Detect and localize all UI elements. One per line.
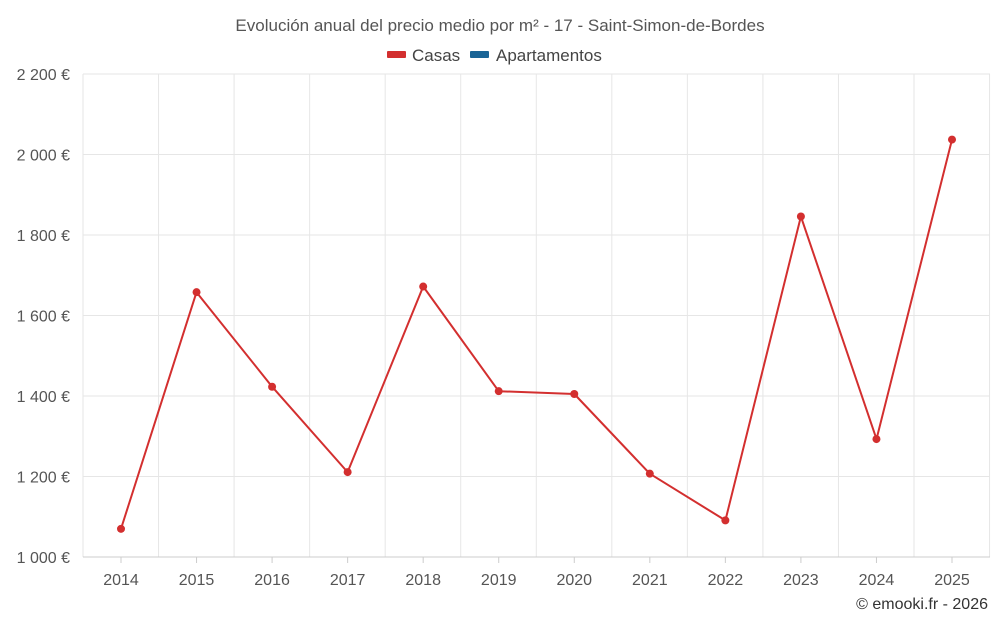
data-point-casas[interactable] — [872, 435, 881, 444]
data-point-casas[interactable] — [343, 468, 352, 477]
legend-item-apartamentos[interactable]: Apartamentos — [470, 46, 602, 65]
credit: © emooki.fr - 2026 — [856, 596, 988, 613]
y-tick-label: 1 200 € — [17, 470, 70, 487]
series-line-casas — [120, 139, 953, 530]
data-point-casas[interactable] — [796, 212, 805, 221]
data-point-casas[interactable] — [117, 524, 125, 533]
y-axis-ticks: 1 000 € 1 200 € 1 400 € 1 600 € 1 800 € 2 000… — [17, 67, 70, 567]
data-point-casas[interactable] — [645, 469, 654, 478]
chart-title: Evolución anual del precio medio por m² … — [235, 16, 764, 35]
data-point-casas[interactable] — [192, 288, 201, 297]
legend-label-apartamentos: Apartamentos — [496, 46, 602, 65]
x-tick-label: 2015 — [179, 572, 215, 589]
y-tick-label: 1 600 € — [17, 309, 70, 326]
legend-item-casas[interactable]: Casas — [387, 46, 460, 65]
series-casas — [117, 135, 956, 533]
legend-label-casas: Casas — [412, 46, 460, 65]
x-tick-label: 2020 — [556, 572, 592, 589]
x-tick-label: 2023 — [783, 572, 819, 589]
data-point-casas[interactable] — [494, 387, 503, 396]
data-point-casas[interactable] — [570, 389, 579, 398]
y-tick-label: 1 800 € — [17, 228, 70, 245]
data-point-casas[interactable] — [419, 282, 428, 291]
x-tick-label: 2019 — [481, 572, 517, 589]
y-tick-label: 2 200 € — [17, 67, 70, 84]
x-tick-label: 2018 — [405, 572, 441, 589]
x-tick-label: 2024 — [859, 572, 895, 589]
x-tick-label: 2025 — [934, 572, 970, 589]
x-tick-label: 2022 — [708, 572, 744, 589]
legend: Casas Apartamentos — [387, 46, 602, 65]
data-point-casas[interactable] — [948, 135, 956, 144]
x-tick-label: 2017 — [330, 572, 366, 589]
y-tick-label: 2 000 € — [17, 148, 70, 165]
y-tick-label: 1 400 € — [17, 389, 70, 406]
x-tick-label: 2021 — [632, 572, 668, 589]
x-tick-label: 2014 — [103, 572, 139, 589]
x-axis-ticks: 2014 2015 2016 2017 2018 2019 2020 2021 2022 2023… — [103, 557, 970, 589]
data-point-casas[interactable] — [268, 382, 277, 391]
x-tick-label: 2016 — [254, 572, 290, 589]
y-tick-label: 1 000 € — [17, 550, 70, 567]
horizontal-gridlines — [83, 73, 990, 558]
data-point-casas[interactable] — [721, 516, 730, 525]
legend-swatch-casas — [387, 51, 406, 58]
legend-swatch-apartamentos — [470, 51, 489, 58]
